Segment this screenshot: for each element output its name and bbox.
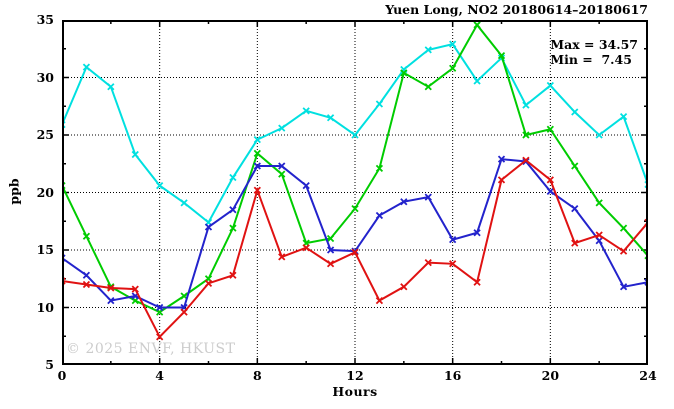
- max-value-label: Max = 34.57: [550, 37, 638, 52]
- y-tick-label: 10: [36, 299, 54, 315]
- x-axis-label: Hours: [332, 384, 378, 399]
- x-tick-label: 12: [346, 368, 364, 383]
- y-tick-label: 35: [36, 12, 54, 27]
- x-tick-label: 0: [57, 368, 67, 383]
- min-value-label: Min = 7.45: [550, 52, 632, 67]
- y-tick-label: 5: [45, 357, 54, 372]
- line-chart-svg: [62, 20, 648, 365]
- plot-area: © 2025 ENVF, HKUST: [62, 20, 648, 365]
- x-tick-label: 8: [252, 368, 262, 383]
- x-tick-label: 24: [639, 368, 657, 383]
- y-tick-label: 15: [36, 242, 54, 257]
- max-min-annotation: Max = 34.57 Min = 7.45: [550, 37, 638, 67]
- x-tick-label: 20: [541, 368, 560, 383]
- x-tick-label: 16: [443, 368, 462, 383]
- watermark: © 2025 ENVF, HKUST: [66, 341, 236, 357]
- y-tick-label: 20: [36, 184, 54, 200]
- y-tick-label: 25: [36, 127, 54, 142]
- x-tick-label: 4: [155, 368, 164, 383]
- y-tick-label: 30: [36, 69, 54, 85]
- chart-title: Yuen Long, NO2 20180614–20180617: [385, 2, 648, 17]
